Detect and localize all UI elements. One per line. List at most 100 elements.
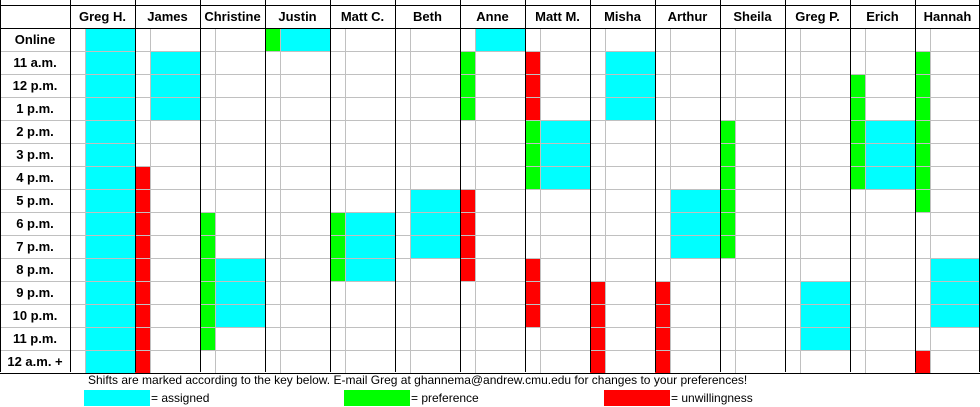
grid-line xyxy=(0,235,980,236)
unwillingness-cell xyxy=(460,212,475,235)
unwillingness-cell xyxy=(655,304,670,327)
assigned-swatch xyxy=(84,390,150,406)
assigned-cell xyxy=(345,258,395,281)
unwillingness-cell xyxy=(525,51,540,74)
assigned-cell xyxy=(670,235,720,258)
assigned-cell xyxy=(215,258,265,281)
grid-line xyxy=(0,304,980,305)
grid-line xyxy=(0,51,980,52)
border-line xyxy=(850,0,851,372)
assigned-cell xyxy=(410,235,460,258)
preference-swatch xyxy=(344,390,410,406)
assigned-cell xyxy=(85,258,135,281)
border-line xyxy=(0,5,980,6)
border-line xyxy=(655,0,656,372)
preference-cell xyxy=(460,74,475,97)
unwillingness-cell xyxy=(460,235,475,258)
unwillingness-cell xyxy=(460,189,475,212)
assigned-cell xyxy=(605,97,655,120)
unwillingness-cell xyxy=(135,235,150,258)
border-line xyxy=(785,0,786,372)
unwillingness-cell xyxy=(525,74,540,97)
assigned-cell xyxy=(605,51,655,74)
unwillingness-cell xyxy=(655,327,670,350)
border-line xyxy=(720,0,721,372)
assigned-cell xyxy=(670,212,720,235)
preference-cell xyxy=(720,235,735,258)
assigned-cell xyxy=(150,97,200,120)
schedule-grid: Greg H. James Christine Justin Matt C. Beth An… xyxy=(0,0,980,374)
preference-cell xyxy=(720,120,735,143)
assigned-cell xyxy=(670,189,720,212)
grid-line xyxy=(345,28,346,373)
border-line xyxy=(590,0,591,372)
preference-cell xyxy=(330,212,345,235)
person-header: Greg H. xyxy=(79,9,126,24)
assigned-cell xyxy=(85,350,135,373)
person-header: Matt C. xyxy=(340,9,385,24)
border-line xyxy=(70,0,71,372)
unwillingness-cell xyxy=(135,212,150,235)
assigned-cell xyxy=(800,281,850,304)
person-header: Matt M. xyxy=(535,9,580,24)
grid-line xyxy=(800,28,801,373)
preference-cell xyxy=(200,235,215,258)
grid-line xyxy=(410,28,411,373)
grid-line xyxy=(0,166,980,167)
preference-cell xyxy=(720,189,735,212)
preference-cell xyxy=(915,166,930,189)
border-line xyxy=(525,0,526,372)
time-label: 12 a.m. + xyxy=(7,354,63,369)
preference-cell xyxy=(850,120,865,143)
assigned-cell xyxy=(865,120,915,143)
preference-cell xyxy=(525,120,540,143)
preference-cell xyxy=(200,304,215,327)
unwillingness-cell xyxy=(655,281,670,304)
time-label: 10 p.m. xyxy=(12,308,58,323)
key-unwillingness: = unwillingness xyxy=(604,390,753,406)
grid-line xyxy=(0,281,980,282)
assigned-label: = assigned xyxy=(151,391,210,405)
person-header: Greg P. xyxy=(795,9,840,24)
assigned-cell xyxy=(85,120,135,143)
person-header: Justin xyxy=(278,9,317,24)
person-header: Anne xyxy=(476,9,509,24)
border-line xyxy=(915,0,916,372)
preference-cell xyxy=(525,143,540,166)
preference-cell xyxy=(850,74,865,97)
preference-cell xyxy=(915,120,930,143)
assigned-cell xyxy=(215,304,265,327)
preference-cell xyxy=(200,327,215,350)
time-label: 9 p.m. xyxy=(16,285,54,300)
preference-cell xyxy=(525,166,540,189)
preference-cell xyxy=(200,281,215,304)
assigned-cell xyxy=(865,143,915,166)
grid-line xyxy=(280,28,281,373)
grid-line xyxy=(0,258,980,259)
border-line xyxy=(460,0,461,372)
grid-line xyxy=(0,143,980,144)
time-label: 4 p.m. xyxy=(16,170,54,185)
assigned-cell xyxy=(930,304,980,327)
border-line xyxy=(200,0,201,372)
grid-line xyxy=(0,212,980,213)
preference-cell xyxy=(915,51,930,74)
unwillingness-label: = unwillingness xyxy=(671,391,753,405)
grid-line xyxy=(0,120,980,121)
preference-cell xyxy=(850,143,865,166)
assigned-cell xyxy=(85,74,135,97)
grid-line xyxy=(605,28,606,373)
time-label: 12 p.m. xyxy=(12,78,58,93)
grid-line xyxy=(150,28,151,373)
unwillingness-cell xyxy=(460,258,475,281)
assigned-cell xyxy=(85,28,135,51)
assigned-cell xyxy=(280,28,330,51)
unwillingness-cell xyxy=(135,327,150,350)
assigned-cell xyxy=(930,258,980,281)
assigned-cell xyxy=(540,166,590,189)
unwillingness-cell xyxy=(135,258,150,281)
grid-line xyxy=(215,28,216,373)
grid-line xyxy=(85,28,86,373)
assigned-cell xyxy=(215,281,265,304)
time-label: 7 p.m. xyxy=(16,239,54,254)
